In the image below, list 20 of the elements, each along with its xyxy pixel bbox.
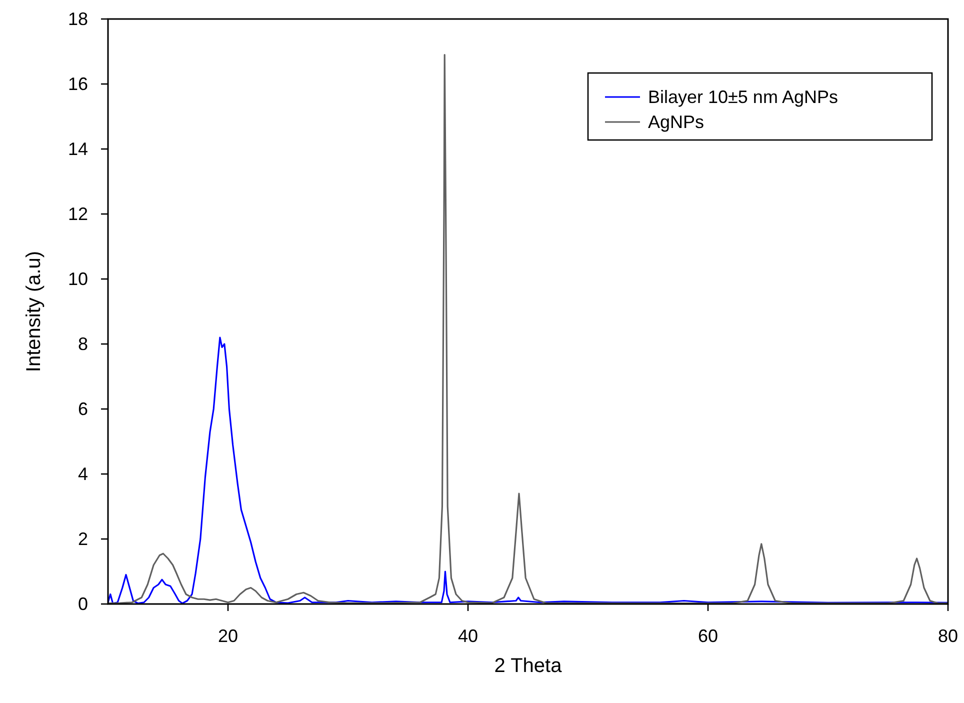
y-tick-label: 4 <box>78 464 88 484</box>
legend-label: Bilayer 10±5 nm AgNPs <box>648 87 838 107</box>
legend-label: AgNPs <box>648 112 704 132</box>
x-tick-label: 20 <box>218 626 238 646</box>
y-tick-label: 16 <box>68 74 88 94</box>
y-tick-label: 0 <box>78 594 88 614</box>
x-tick-label: 80 <box>938 626 958 646</box>
x-axis-title: 2 Theta <box>494 655 563 677</box>
y-axis-title: Intensity (a.u) <box>23 250 45 372</box>
x-tick-label: 60 <box>698 626 718 646</box>
y-tick-label: 2 <box>78 529 88 549</box>
y-tick-label: 6 <box>78 399 88 419</box>
y-tick-label: 14 <box>68 139 88 159</box>
y-tick-label: 12 <box>68 204 88 224</box>
y-tick-label: 8 <box>78 334 88 354</box>
y-tick-label: 18 <box>68 9 88 29</box>
line-series <box>108 54 948 604</box>
x-tick-label: 40 <box>458 626 478 646</box>
line-series <box>108 336 948 604</box>
y-tick-label: 10 <box>68 269 88 289</box>
